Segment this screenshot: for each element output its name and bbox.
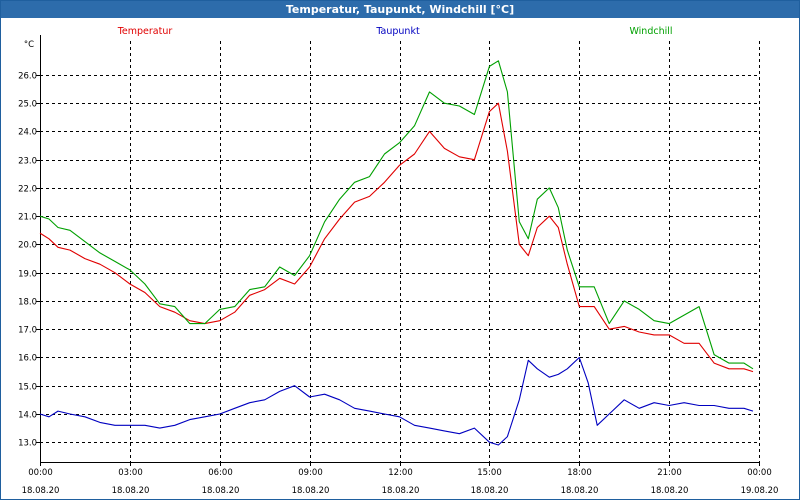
y-tick-label: 15.0	[18, 383, 37, 393]
y-tick-label: 14.0	[18, 411, 37, 421]
x-tick-date: 19.08.20	[741, 486, 779, 496]
y-tick-label: 17.0	[18, 326, 37, 336]
y-tick-label: 18.0	[18, 298, 37, 308]
series-line-temperatur	[39, 102, 754, 373]
y-tick-label: 25.0	[18, 100, 37, 110]
y-tick-label: 19.0	[18, 270, 37, 280]
series-line-taupunkt	[39, 356, 754, 446]
x-tick-date: 18.08.20	[561, 486, 599, 496]
x-tick-time: 00:00	[28, 468, 53, 478]
x-tick-time: 06:00	[208, 468, 233, 478]
y-tick-label: 21.0	[18, 213, 37, 223]
line-chart: 13.0 14.0 15.0 16.0 17.0 18.0 19.0 20.0 21.0 22.0…	[18, 26, 779, 496]
x-tick-date: 18.08.20	[471, 486, 509, 496]
x-tick-time: 21:00	[657, 468, 682, 478]
x-tick-time: 00:00	[747, 468, 772, 478]
legend-taupunkt: Taupunkt	[375, 26, 420, 37]
x-tick-date: 18.08.20	[112, 486, 150, 496]
window-title: Temperatur, Taupunkt, Windchill [°C]	[1, 1, 799, 18]
y-tick-label: 16.0	[18, 354, 37, 364]
y-tick-label: 20.0	[18, 241, 37, 251]
x-tick-date: 18.08.20	[651, 486, 689, 496]
x-tick-time: 09:00	[298, 468, 323, 478]
x-tick-date: 18.08.20	[202, 486, 240, 496]
y-tick-label: 24.0	[18, 128, 37, 138]
series-line-windchill	[39, 60, 754, 370]
x-tick-date: 18.08.20	[382, 486, 420, 496]
y-tick-label: 23.0	[18, 157, 37, 167]
legend-temperatur: Temperatur	[117, 26, 173, 37]
x-tick-date: 18.08.20	[292, 486, 330, 496]
y-axis-unit: °C	[24, 40, 34, 50]
legend-windchill: Windchill	[629, 26, 672, 37]
y-tick-label: 22.0	[18, 185, 37, 195]
x-tick-time: 12:00	[388, 468, 413, 478]
y-tick-label: 26.0	[18, 72, 37, 82]
x-tick-time: 03:00	[118, 468, 143, 478]
x-tick-time: 15:00	[477, 468, 502, 478]
x-tick-date: 18.08.20	[22, 486, 60, 496]
y-tick-label: 13.0	[18, 439, 37, 449]
x-tick-time: 18:00	[567, 468, 592, 478]
